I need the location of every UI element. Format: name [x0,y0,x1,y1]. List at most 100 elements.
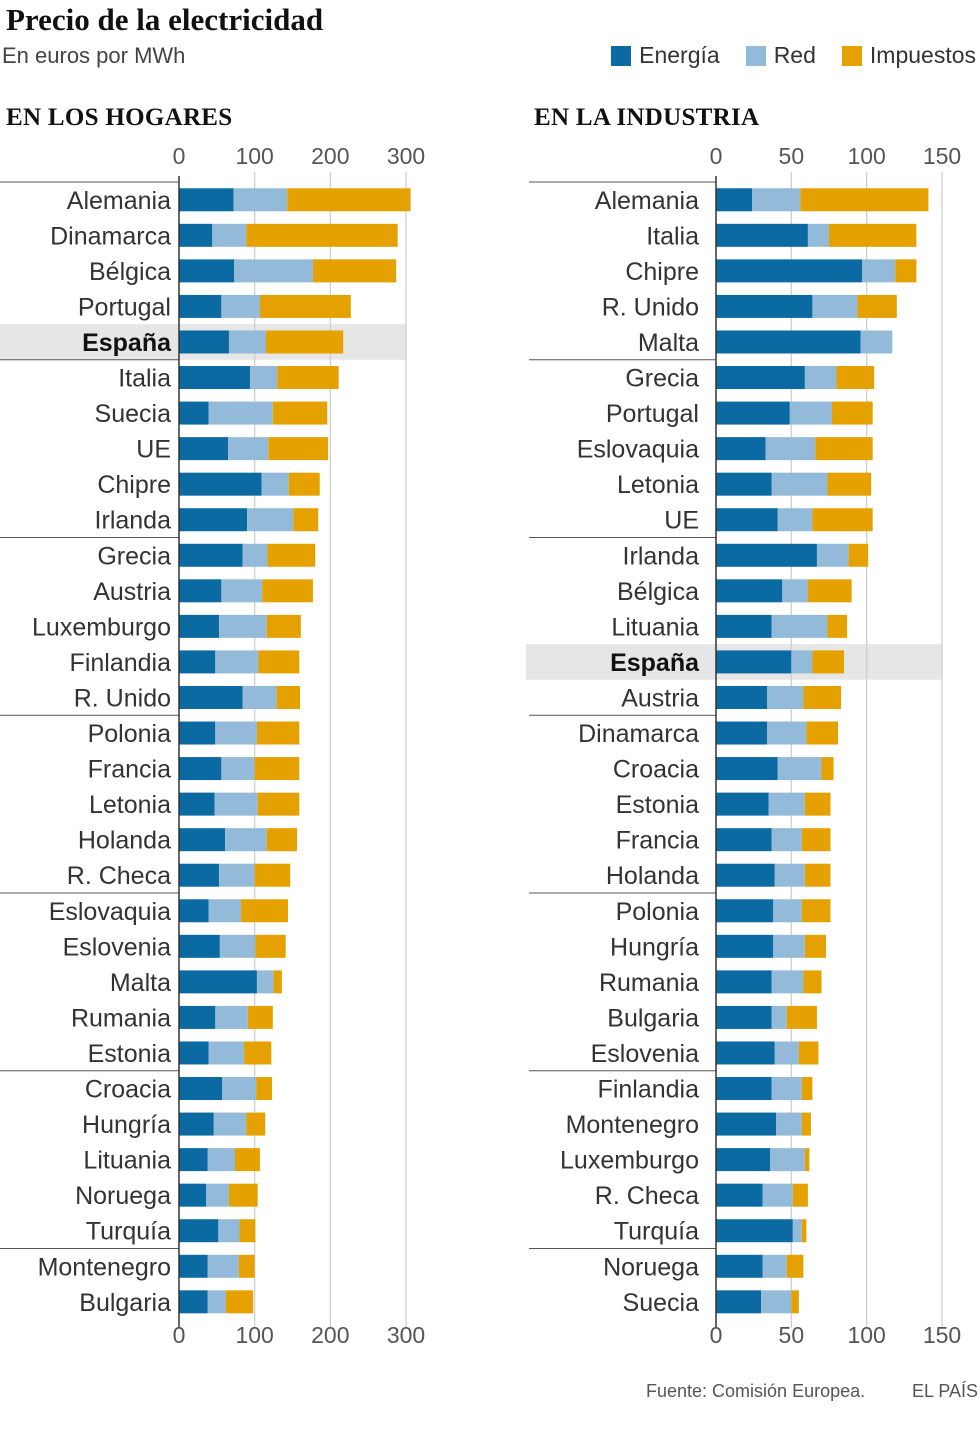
industria-bar-impuestos [786,1254,804,1278]
hogares-bar-impuestos [239,1219,256,1243]
hogares-bar-energia [179,472,262,496]
industria-bar-impuestos [804,863,831,887]
industria-category-label: Bélgica [617,578,699,606]
hogares-category-label: Malta [110,969,171,997]
industria-bar-red [804,366,837,390]
industria-bar-red [777,757,822,781]
industria-category-label: Bulgaria [607,1004,699,1032]
industria-bar-energia [716,294,813,318]
hogares-bar-impuestos [244,1041,272,1065]
industria-bar-red [771,1077,802,1101]
industria-bar-red [789,401,833,425]
hogares-bar-energia [179,223,213,247]
industria-bar-red [767,685,804,709]
hogares-bar-red [261,472,289,496]
panel-title-hogares: EN LOS HOGARES [6,104,233,131]
hogares-bar-red [247,508,294,532]
hogares-bar-impuestos [247,1005,273,1029]
hogares-bar-red [242,543,268,567]
chart-subtitle: En euros por MWh [2,43,186,68]
hogares-bar-energia [179,970,257,994]
industria-category-label: Luxemburgo [560,1147,699,1175]
hogares-category-label: España [82,329,172,357]
industria-category-label: Estonia [616,791,699,819]
hogares-bar-energia [179,828,226,852]
industria-bar-impuestos [798,1041,819,1065]
industria-bar-energia [716,1183,763,1207]
industria-bar-energia [716,1254,763,1278]
hogares-bar-impuestos [268,437,329,461]
industria-bar-red [773,934,805,958]
industria-bar-impuestos [804,792,831,816]
hogares-category-label: Austria [93,578,171,606]
industria-bar-impuestos [792,1183,808,1207]
chart-title: Precio de la electricidad [6,2,324,37]
industria-tick-label-bottom: 100 [847,1322,885,1348]
industria-category-label: Letonia [617,471,699,499]
hogares-bar-impuestos [272,401,328,425]
industria-bar-impuestos [786,1005,817,1029]
industria-bar-energia [716,721,768,745]
industria-category-label: Austria [621,684,699,712]
industria-bar-red [762,1254,787,1278]
industria-bar-energia [716,685,768,709]
industria-bar-energia [716,1219,793,1243]
industria-bar-impuestos [895,259,917,283]
hogares-bar-impuestos [256,1077,273,1101]
hogares-bar-red [208,899,242,923]
hogares-bar-red [234,259,313,283]
hogares-tick-label-bottom: 0 [173,1322,186,1348]
industria-bar-red [792,1219,802,1243]
hogares-bar-energia [179,259,235,283]
hogares-bar-impuestos [267,543,316,567]
hogares-tick-label-top: 200 [311,143,349,169]
industria-bar-energia [716,1290,762,1314]
hogares-category-label: Grecia [97,542,171,570]
hogares-category-label: Suecia [95,400,172,428]
industria-bar-impuestos [801,1219,807,1243]
hogares-bar-red [212,223,247,247]
hogares-bar-impuestos [225,1290,254,1314]
hogares-category-label: Chipre [97,471,171,499]
industria-bar-impuestos [857,294,897,318]
industria-bar-impuestos [804,1148,810,1172]
industria-bar-energia [716,1077,772,1101]
hogares-category-label: Eslovenia [63,933,171,961]
hogares-category-label: Turquía [86,1218,171,1246]
industria-category-label: Eslovaquia [577,436,699,464]
hogares-bar-red [215,721,257,745]
industria-bar-impuestos [832,401,873,425]
hogares-bar-energia [179,1112,214,1136]
hogares-bar-impuestos [241,899,288,923]
hogares-bar-red [256,970,274,994]
industria-bar-energia [716,1148,771,1172]
industria-bar-energia [716,970,772,994]
industria-bar-energia [716,188,753,212]
industria-category-label: Montenegro [566,1111,699,1139]
hogares-bar-energia [179,934,220,958]
industria-bar-impuestos [821,757,834,781]
hogares-category-label: Bélgica [89,258,171,286]
industria-bar-impuestos [812,508,873,532]
industria-tick-label-bottom: 150 [923,1322,961,1348]
hogares-bar-red [206,1183,229,1207]
industria-bar-impuestos [801,899,831,923]
hogares-category-label: Montenegro [38,1253,171,1281]
legend-label-energia: Energía [639,42,720,68]
hogares-bar-red [219,614,267,638]
hogares-bar-impuestos [238,1254,255,1278]
industria-category-label: Grecia [625,365,699,393]
industria-tick-label-bottom: 0 [710,1322,723,1348]
hogares-bar-red [218,1219,240,1243]
hogares-bar-red [228,437,269,461]
industria-category-label: Holanda [606,862,699,890]
hogares-bar-energia [179,757,222,781]
industria-bar-energia [716,614,772,638]
hogares-bar-energia [179,792,215,816]
industria-bar-impuestos [827,472,872,496]
industria-bar-energia [716,259,863,283]
footer-brand: EL PAÍS [912,1381,979,1401]
industria-bar-impuestos [801,1112,811,1136]
hogares-tick-label-bottom: 300 [387,1322,425,1348]
